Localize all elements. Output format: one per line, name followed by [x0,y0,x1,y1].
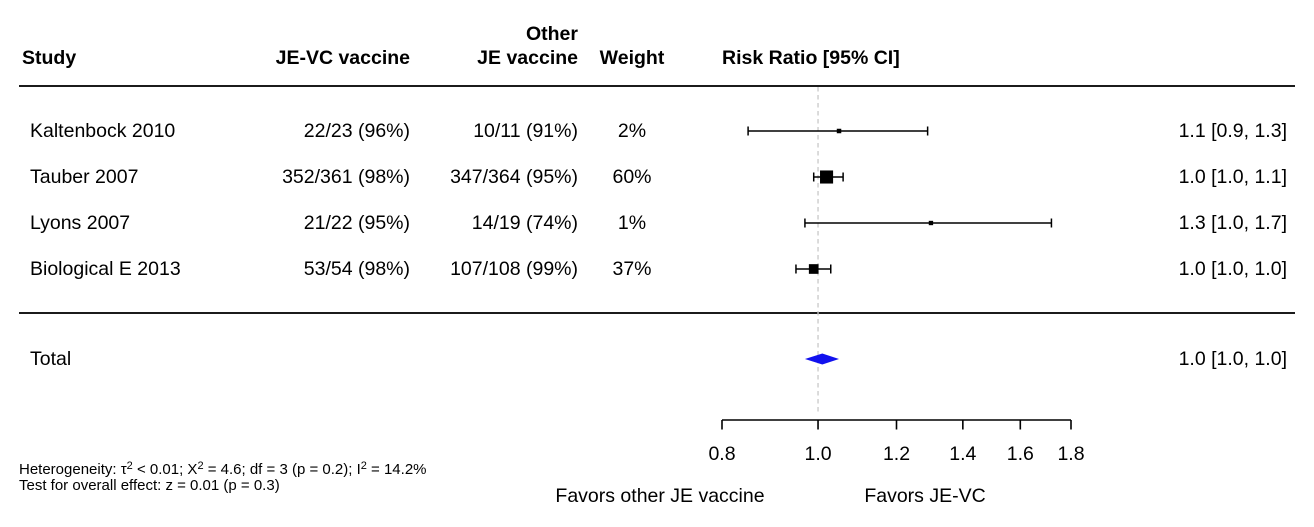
column-header-jevc-vaccine: JE-VC vaccine [275,47,410,69]
jevc-vaccine-value: 352/361 (98%) [282,166,410,188]
superscript: 2 [360,460,367,472]
weight-value: 2% [617,120,647,142]
jevc-vaccine-value: 22/23 (96%) [303,120,410,142]
point-estimate-square [820,170,834,184]
stats-text: Χ [187,461,198,478]
favors-jevc-label: Favors JE-VC [864,485,986,507]
x-tick-label: 1.0 [804,443,831,465]
stats-text: < 0.01; [132,461,188,478]
study-name: Tauber 2007 [30,166,139,188]
column-header-other-line2: JE vaccine [477,47,578,69]
total-separator [19,312,1295,314]
total-row-label: Total [30,348,72,370]
column-header-weight: Weight [599,47,665,69]
x-tick-label: 1.8 [1057,443,1084,465]
stats-text: τ [120,461,127,478]
favors-other-label: Favors other JE vaccine [555,485,765,507]
study-name: Kaltenbock 2010 [30,120,176,142]
jevc-vaccine-value: 21/22 (95%) [303,212,410,234]
study-name: Lyons 2007 [30,212,131,234]
superscript: 2 [126,460,133,472]
summary-diamond [804,353,840,365]
risk-ratio-value: 1.3 [1.0, 1.7] [1178,212,1287,234]
total-risk-ratio-value: 1.0 [1.0, 1.0] [1178,348,1287,370]
other-vaccine-value: 347/364 (95%) [450,166,578,188]
point-estimate-square [928,220,934,226]
x-tick-label: 0.8 [708,443,735,465]
weight-value: 1% [617,212,647,234]
x-tick-label: 1.2 [883,443,910,465]
point-estimate-square [808,264,819,274]
heterogeneity-stats: Heterogeneity: τ2 < 0.01; Χ2 = 4.6; df =… [19,460,427,478]
stats-text: Heterogeneity: [19,461,121,478]
column-header-study: Study [22,47,77,69]
other-vaccine-value: 107/108 (99%) [450,258,578,280]
weight-value: 37% [612,258,652,280]
other-vaccine-value: 10/11 (91%) [473,120,578,142]
x-tick-label: 1.6 [1007,443,1034,465]
stats-text: = 4.6; df = 3 (p = 0.2); I [203,461,361,478]
risk-ratio-value: 1.1 [0.9, 1.3] [1178,120,1287,142]
superscript: 2 [197,460,204,472]
header-separator [19,85,1295,87]
risk-ratio-value: 1.0 [1.0, 1.1] [1178,166,1287,188]
column-header-other-line1: Other [525,23,578,45]
other-vaccine-value: 14/19 (74%) [471,212,578,234]
overall-effect-stats: Test for overall effect: z = 0.01 (p = 0… [19,477,280,494]
jevc-vaccine-value: 53/54 (98%) [303,258,410,280]
study-name: Biological E 2013 [30,258,181,280]
x-tick-label: 1.4 [949,443,976,465]
point-estimate-square [836,128,842,134]
stats-text: = 14.2% [366,461,427,478]
weight-value: 60% [612,166,652,188]
risk-ratio-value: 1.0 [1.0, 1.0] [1178,258,1287,280]
column-header-risk-ratio: Risk Ratio [95% CI] [722,47,900,69]
